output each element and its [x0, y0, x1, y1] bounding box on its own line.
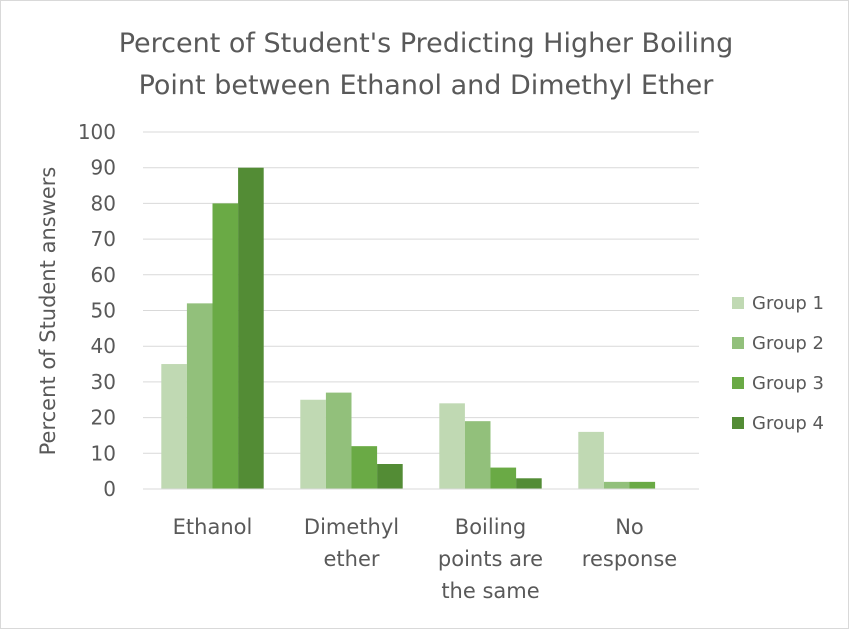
bar	[161, 364, 187, 489]
x-tick-label-line: Dimethyl	[304, 515, 399, 539]
x-tick-label-line: response	[582, 547, 677, 571]
legend-label: Group 4	[752, 413, 824, 434]
x-tick-label: No response	[582, 515, 677, 571]
x-tick-label: Dimethyl ether	[304, 515, 399, 571]
bar	[325, 392, 352, 489]
y-tick-label: 20	[91, 406, 116, 430]
y-tick-label: 0	[103, 477, 116, 501]
legend-swatch	[732, 297, 744, 309]
bar	[439, 403, 465, 489]
y-tick-label: 10	[91, 441, 116, 465]
bar	[238, 167, 264, 489]
y-tick-label: 40	[91, 334, 116, 358]
bar	[578, 431, 604, 489]
chart-title: Percent of Student's Predicting Higher B…	[61, 23, 791, 107]
bar	[300, 399, 326, 489]
bar	[629, 481, 656, 489]
chart-title-line-2: Point between Ethanol and Dimethyl Ether	[138, 70, 714, 101]
legend-label: Group 1	[752, 293, 824, 314]
x-tick-label: Ethanol	[173, 515, 253, 539]
y-tick-label: 50	[91, 299, 116, 323]
bar	[603, 481, 630, 489]
y-tick-label: 100	[78, 120, 116, 144]
y-tick-label: 60	[91, 263, 116, 287]
bar	[212, 203, 239, 489]
legend-swatch	[732, 417, 744, 429]
x-tick-label-line: Ethanol	[173, 515, 253, 539]
legend: Group 1 Group 2 Group 3 Group 4	[732, 293, 824, 434]
y-axis-title: Percent of Student answers	[36, 167, 60, 456]
x-tick-label-line: the same	[441, 579, 539, 603]
bar	[490, 467, 517, 489]
x-tick-label-line: No	[615, 515, 644, 539]
x-tick-label-line: points are	[438, 547, 543, 571]
y-tick-label: 30	[91, 370, 116, 394]
legend-swatch	[732, 337, 744, 349]
legend-label: Group 3	[752, 373, 824, 394]
bar	[351, 446, 378, 489]
legend-swatch	[732, 377, 744, 389]
axes: 0 10 20 30 40 50 60 70 80 90 100 Ethanol Dimethyl eth…	[36, 120, 699, 603]
bar	[186, 303, 213, 489]
x-tick-label-line: Boiling	[455, 515, 526, 539]
chart-title-line-1: Percent of Student's Predicting Higher B…	[118, 28, 734, 59]
legend-label: Group 2	[752, 333, 824, 354]
y-tick-label: 80	[91, 191, 116, 215]
x-tick-label: Boiling points are the same	[438, 515, 543, 603]
bars	[161, 167, 656, 489]
x-tick-label-line: ether	[323, 547, 379, 571]
y-tick-label: 70	[91, 227, 116, 251]
bar	[377, 464, 403, 489]
y-tick-label: 90	[91, 156, 116, 180]
bar	[516, 478, 542, 489]
bar	[464, 421, 491, 489]
